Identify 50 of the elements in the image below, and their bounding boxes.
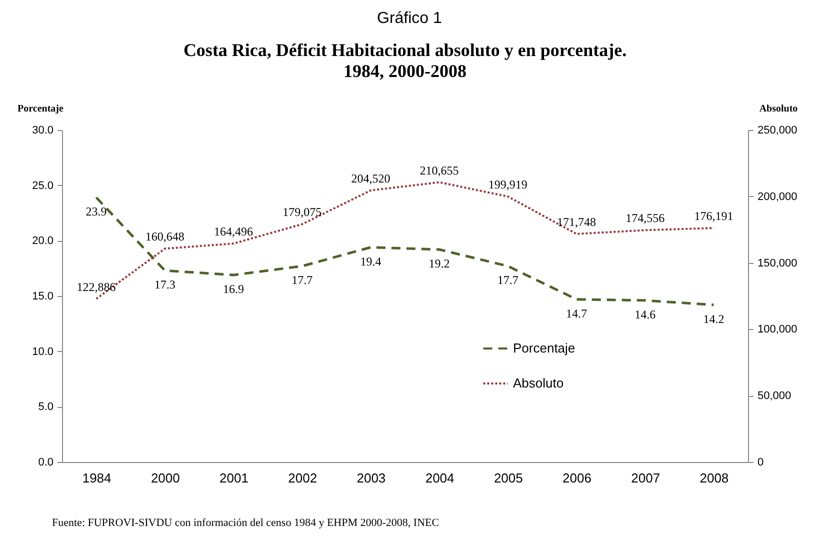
data-label: 199,919 (488, 178, 528, 192)
data-label: 14.2 (703, 312, 724, 326)
y2-tick-label: 50,000 (758, 390, 792, 402)
chart-title: Costa Rica, Déficit Habitacional absoluto y en porcentaje. 1984, 2000-2008 (183, 40, 627, 81)
data-label: 164,496 (214, 224, 253, 239)
y-tick-label: 30.0 (32, 124, 54, 136)
data-label: 17.3 (154, 278, 176, 292)
data-label: 171,748 (557, 214, 596, 229)
data-label: 176,191 (694, 209, 734, 224)
y-tick-label: 10.0 (32, 346, 54, 358)
data-label: 174,556 (626, 211, 665, 226)
data-label: 19.4 (360, 254, 382, 268)
data-label: 122,886 (76, 280, 116, 294)
data-label: 17.7 (497, 273, 518, 288)
y2-axis-title: Absoluto (759, 104, 798, 114)
y-tick-label: 0.0 (38, 456, 54, 468)
y-axis-title: Porcentaje (18, 104, 64, 114)
y-tick-label: 5.0 (38, 401, 54, 414)
y2-tick-label: 0 (758, 456, 764, 468)
source-note: Fuente: FUPROVI-SIVDU con información del censo 1984 y EHPM 2000-2008, INEC (52, 517, 440, 529)
y2-tick-label: 200,000 (758, 190, 798, 203)
data-label: 23.9 (86, 204, 107, 219)
x-tick-label: 2002 (288, 470, 318, 486)
legend-label: Absoluto (513, 376, 564, 390)
data-label: 17.7 (292, 273, 313, 288)
x-tick-label: 2008 (700, 470, 729, 486)
x-tick-label: 2005 (494, 470, 523, 486)
y2-tick-label: 250,000 (758, 124, 798, 136)
x-tick-label: 1984 (82, 470, 112, 486)
data-label: 14.6 (634, 307, 656, 322)
data-label: 210,655 (420, 163, 459, 178)
y-tick-label: 25.0 (32, 180, 54, 192)
x-tick-label: 2001 (220, 470, 248, 486)
y-tick-label: 20.0 (32, 235, 54, 248)
x-tick-label: 2004 (425, 470, 454, 486)
data-label: 160,648 (145, 230, 184, 244)
text: Gráfico 1 (377, 10, 442, 28)
y2-tick-label: 100,000 (758, 324, 798, 336)
y-tick-label: 15.0 (32, 290, 54, 302)
x-tick-label: 2000 (150, 470, 180, 486)
x-tick-label: 2006 (562, 470, 592, 486)
x-tick-label: 2003 (356, 470, 386, 486)
data-label: 204,520 (351, 171, 390, 186)
data-label: 19.2 (428, 256, 450, 271)
data-label: 179,075 (282, 205, 322, 220)
x-tick-label: 2007 (631, 470, 660, 486)
legend-label: Porcentaje (513, 340, 576, 356)
data-label: 14.7 (566, 306, 587, 320)
data-label: 16.9 (223, 282, 244, 296)
y2-tick-label: 150,000 (758, 257, 798, 270)
